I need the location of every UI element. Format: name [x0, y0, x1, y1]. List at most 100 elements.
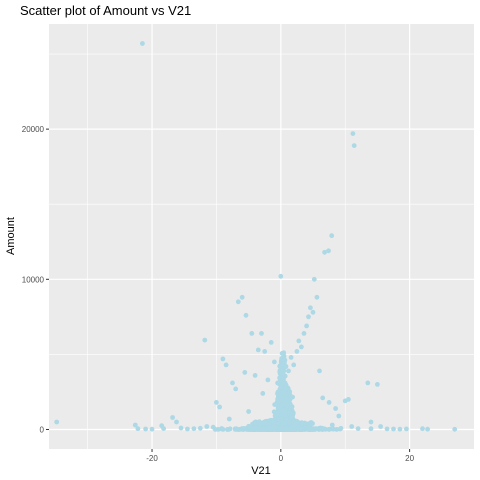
- data-point: [288, 355, 294, 360]
- data-point: [277, 405, 283, 410]
- data-point: [191, 426, 197, 432]
- data-point: [279, 361, 285, 367]
- data-point: [281, 350, 287, 356]
- data-point: [202, 337, 208, 343]
- grid-lines: [49, 24, 474, 449]
- data-point: [279, 411, 285, 417]
- data-point: [230, 380, 235, 386]
- data-point: [272, 425, 277, 431]
- y-tick-label: 10000: [22, 275, 45, 284]
- data-point: [226, 416, 232, 422]
- data-point: [333, 406, 338, 411]
- data-point: [280, 390, 285, 396]
- data-point: [365, 380, 371, 386]
- data-point: [214, 400, 219, 405]
- data-point: [174, 419, 179, 425]
- data-point: [235, 299, 241, 305]
- data-point: [317, 368, 322, 374]
- data-point: [272, 359, 277, 365]
- plot-panel: [49, 24, 474, 449]
- data-point: [368, 426, 374, 432]
- y-tick-label: 0: [40, 425, 45, 434]
- data-point: [425, 426, 430, 432]
- data-point: [268, 340, 274, 345]
- data-point: [351, 143, 357, 149]
- data-point: [226, 426, 232, 432]
- data-point: [276, 421, 282, 427]
- x-tick-label: -20: [146, 454, 158, 463]
- data-point: [249, 331, 255, 336]
- data-point: [223, 362, 229, 368]
- data-point: [329, 233, 335, 239]
- data-point: [271, 409, 277, 415]
- data-point: [265, 377, 271, 383]
- data-point: [252, 373, 258, 378]
- data-point: [404, 426, 409, 432]
- data-point: [294, 349, 300, 354]
- data-point: [278, 385, 284, 390]
- data-point: [197, 425, 203, 431]
- data-point: [349, 424, 355, 429]
- data-point: [336, 413, 342, 419]
- x-tick-label: 20: [405, 454, 414, 463]
- data-point: [234, 426, 239, 432]
- data-point: [278, 273, 284, 279]
- data-point: [329, 422, 335, 428]
- data-point: [260, 391, 266, 396]
- data-point: [301, 331, 307, 336]
- axis-ticks: -20 0 20 0 10000 20000: [22, 125, 415, 463]
- data-point: [338, 425, 344, 431]
- data-point: [292, 425, 298, 431]
- data-point: [246, 409, 252, 414]
- x-axis-title: V21: [251, 465, 271, 477]
- data-point: [239, 294, 245, 300]
- data-point: [286, 368, 291, 374]
- data-point: [250, 426, 256, 432]
- data-point: [368, 419, 374, 425]
- data-point: [295, 419, 300, 425]
- data-point: [255, 347, 261, 353]
- data-point: [280, 426, 285, 432]
- data-point: [322, 249, 327, 255]
- x-tick-label: 0: [279, 454, 284, 463]
- data-point: [178, 425, 184, 431]
- data-point: [327, 426, 332, 432]
- data-point: [296, 338, 302, 344]
- data-point: [375, 382, 380, 387]
- data-point: [257, 427, 263, 432]
- data-point: [346, 397, 351, 402]
- data-point: [149, 426, 155, 432]
- chart-title: Scatter plot of Amount vs V21: [20, 3, 191, 18]
- data-point: [300, 421, 306, 426]
- data-point: [326, 248, 331, 254]
- data-point: [170, 415, 176, 420]
- data-point: [220, 356, 226, 362]
- data-point: [135, 426, 141, 432]
- data-point: [161, 426, 167, 431]
- data-point: [275, 380, 280, 386]
- data-point: [384, 426, 390, 432]
- data-points: [54, 41, 458, 432]
- data-point: [304, 323, 309, 329]
- data-point: [355, 426, 361, 431]
- data-point: [331, 426, 336, 432]
- data-point: [233, 386, 239, 392]
- data-point: [299, 344, 304, 350]
- data-point: [310, 426, 315, 432]
- data-point: [296, 426, 302, 432]
- data-point: [54, 419, 60, 425]
- data-point: [270, 418, 276, 424]
- data-point: [308, 305, 313, 311]
- data-point: [132, 422, 138, 428]
- data-point: [305, 426, 311, 432]
- data-point: [215, 427, 221, 432]
- data-point: [143, 426, 149, 432]
- data-point: [259, 331, 264, 336]
- data-point: [280, 420, 286, 426]
- y-tick-label: 20000: [22, 125, 45, 134]
- data-point: [310, 309, 316, 315]
- data-point: [420, 426, 425, 432]
- data-point: [242, 370, 248, 375]
- data-point: [391, 426, 396, 432]
